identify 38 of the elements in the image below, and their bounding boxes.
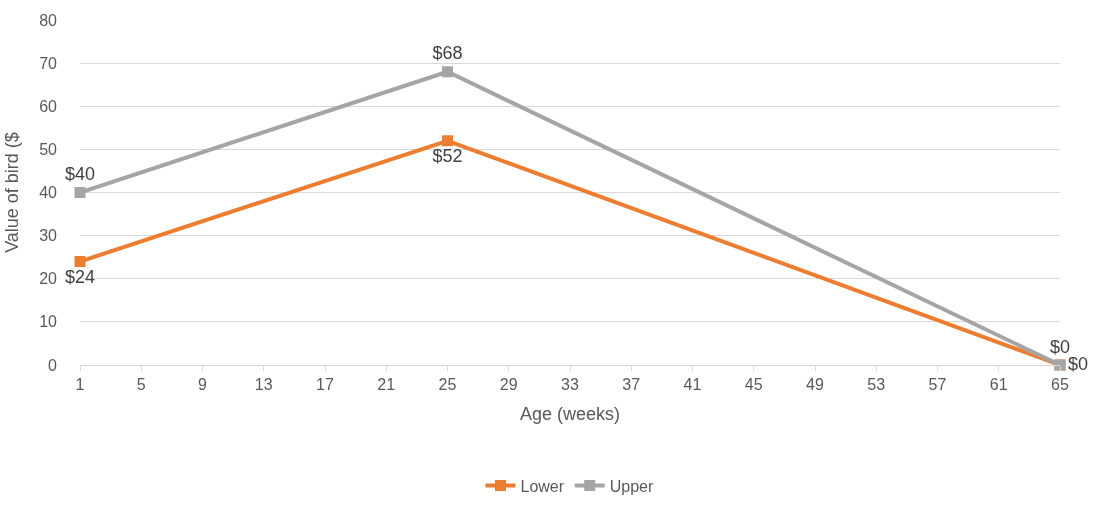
x-tick-label: 41: [683, 376, 702, 394]
data-label: $68: [432, 43, 463, 64]
y-tick-label: 70: [39, 54, 58, 72]
y-tick-label: 20: [39, 270, 58, 288]
x-tick-label: 21: [377, 376, 396, 394]
x-tick-label: 5: [136, 376, 146, 394]
x-tick-label: 37: [622, 376, 641, 394]
y-tick-label: 10: [39, 313, 58, 331]
x-tick-label: 49: [806, 376, 824, 394]
data-label: $40: [64, 164, 96, 185]
x-tick-label: 25: [438, 376, 457, 394]
x-tick-label: 17: [316, 376, 334, 394]
x-tick-label: 33: [561, 376, 579, 394]
point: [74, 256, 86, 267]
point: [74, 187, 86, 198]
y-axis-title: Value of bird ($: [2, 132, 23, 253]
x-tick-label: 53: [867, 376, 886, 394]
x-tick-label: 1: [75, 376, 85, 394]
legend-label: Upper: [609, 477, 654, 495]
x-tick-label: 9: [198, 376, 208, 394]
x-tick-label: 45: [744, 376, 763, 394]
y-tick-label: 0: [48, 356, 58, 374]
x-tick-label: 65: [1051, 376, 1069, 394]
x-axis-title: Age (weeks): [519, 404, 621, 425]
legend-label: Lower: [520, 477, 565, 495]
point: [442, 66, 453, 78]
x-tick-label: 29: [499, 376, 518, 394]
y-tick-label: 50: [39, 140, 58, 158]
y-tick-label: 80: [39, 11, 58, 29]
x-tick-label: 57: [928, 376, 947, 394]
data-label: $52: [432, 146, 463, 167]
y-tick-label: 60: [39, 97, 58, 115]
y-tick-label: 40: [39, 184, 58, 202]
y-tick-label: 30: [39, 227, 58, 245]
x-tick-label: 61: [989, 376, 1008, 394]
x-tick-label: 13: [254, 376, 273, 394]
point: [442, 135, 453, 147]
data-label: $24: [64, 266, 96, 287]
